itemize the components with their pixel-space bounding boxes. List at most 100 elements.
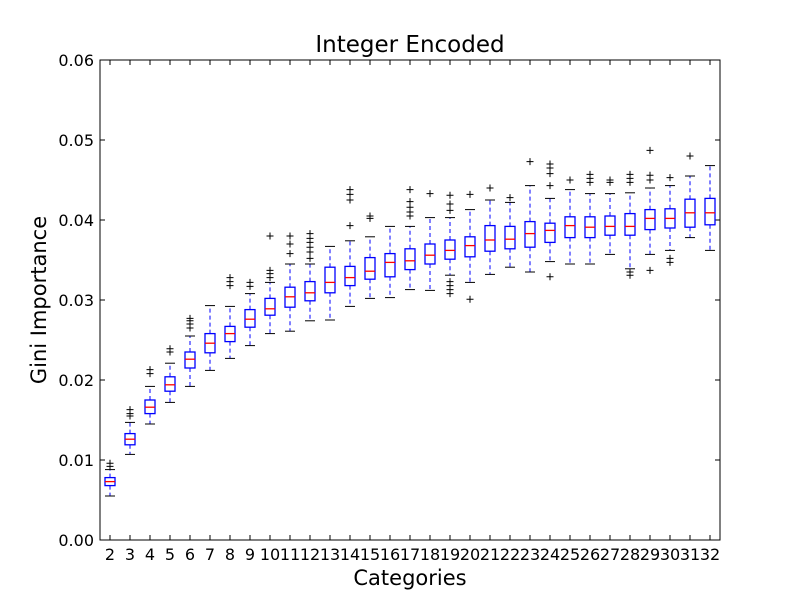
x-tick-label: 22 bbox=[500, 545, 520, 564]
outlier-point bbox=[606, 176, 614, 184]
outlier-point bbox=[686, 152, 694, 160]
box-13 bbox=[324, 245, 336, 321]
iqr-box bbox=[264, 297, 276, 316]
outlier-point bbox=[246, 278, 254, 286]
x-tick-label: 18 bbox=[420, 545, 440, 564]
outlier-point bbox=[446, 200, 454, 208]
outlier-point bbox=[426, 190, 434, 198]
outlier-point bbox=[266, 232, 274, 240]
box-30 bbox=[664, 174, 676, 266]
x-axis: 2 3 4 5 6 7 8 9 10 11 12 13 14 15 16 17 18 19 20 21 22 23 24 25… bbox=[105, 60, 720, 564]
x-tick-label: 20 bbox=[460, 545, 480, 564]
iqr-box bbox=[524, 220, 536, 248]
outlier-point bbox=[646, 171, 654, 179]
x-tick-label: 10 bbox=[260, 545, 280, 564]
x-tick-label: 32 bbox=[700, 545, 720, 564]
box-5 bbox=[164, 345, 176, 403]
box-17 bbox=[404, 186, 416, 291]
box-19 bbox=[444, 191, 456, 298]
outlier-point bbox=[466, 295, 474, 303]
y-axis-title: Gini Importance bbox=[27, 216, 51, 384]
outlier-point bbox=[266, 266, 274, 274]
iqr-box bbox=[324, 266, 336, 294]
outlier-point bbox=[586, 170, 594, 178]
outlier-point bbox=[126, 406, 134, 414]
y-tick-label: 0.00 bbox=[58, 531, 94, 550]
y-tick-label: 0.02 bbox=[58, 371, 94, 390]
x-tick-label: 12 bbox=[300, 545, 320, 564]
box-21 bbox=[484, 184, 496, 275]
outlier-point bbox=[526, 158, 534, 166]
box-10 bbox=[264, 232, 276, 335]
outlier-point bbox=[566, 176, 574, 184]
outlier-point bbox=[286, 250, 294, 258]
x-tick-label: 23 bbox=[520, 545, 540, 564]
x-tick-label: 7 bbox=[205, 545, 215, 564]
outlier-point bbox=[306, 254, 314, 262]
iqr-box bbox=[364, 256, 376, 280]
iqr-box bbox=[304, 280, 316, 302]
outlier-point bbox=[666, 254, 674, 262]
iqr-box bbox=[564, 216, 576, 239]
iqr-box bbox=[184, 351, 196, 369]
outlier-point bbox=[646, 266, 654, 274]
chart-title: Integer Encoded bbox=[315, 32, 504, 58]
outlier-point bbox=[406, 186, 414, 194]
outlier-point bbox=[506, 194, 514, 202]
box-27 bbox=[604, 176, 616, 255]
x-tick-label: 27 bbox=[600, 545, 620, 564]
box-2 bbox=[104, 459, 116, 497]
box-32 bbox=[704, 165, 716, 251]
y-tick-label: 0.05 bbox=[58, 131, 94, 150]
box-11 bbox=[284, 232, 296, 332]
y-tick-label: 0.06 bbox=[58, 51, 94, 70]
box-4 bbox=[144, 366, 156, 425]
x-tick-label: 17 bbox=[400, 545, 420, 564]
box-22 bbox=[504, 194, 516, 268]
outlier-point bbox=[546, 160, 554, 168]
x-tick-label: 26 bbox=[580, 545, 600, 564]
iqr-box bbox=[164, 376, 176, 392]
outlier-point bbox=[666, 174, 674, 182]
outlier-point bbox=[466, 190, 474, 198]
iqr-box bbox=[384, 252, 396, 278]
iqr-box bbox=[424, 243, 436, 265]
outlier-point bbox=[186, 314, 194, 322]
box-14 bbox=[344, 186, 356, 307]
outlier-point bbox=[286, 240, 294, 248]
outlier-point bbox=[366, 212, 374, 220]
iqr-box bbox=[624, 212, 636, 236]
x-tick-label: 29 bbox=[640, 545, 660, 564]
box-28 bbox=[624, 170, 636, 279]
x-tick-label: 21 bbox=[480, 545, 500, 564]
y-tick-label: 0.04 bbox=[58, 211, 94, 230]
y-axis: 0.00 0.01 0.02 0.03 0.04 0.05 0.06 bbox=[58, 51, 720, 550]
x-tick-label: 25 bbox=[560, 545, 580, 564]
outlier-point bbox=[626, 170, 634, 178]
outlier-point bbox=[286, 232, 294, 240]
outlier-point bbox=[306, 230, 314, 238]
x-tick-label: 6 bbox=[185, 545, 195, 564]
outlier-point bbox=[446, 278, 454, 286]
iqr-box bbox=[244, 308, 256, 328]
box-29 bbox=[644, 146, 656, 274]
outlier-point bbox=[346, 186, 354, 194]
y-tick-label: 0.01 bbox=[58, 451, 94, 470]
boxes-group bbox=[104, 146, 716, 497]
outlier-point bbox=[546, 273, 554, 281]
iqr-box bbox=[604, 215, 616, 236]
y-tick-label: 0.03 bbox=[58, 291, 94, 310]
box-15 bbox=[364, 212, 376, 299]
iqr-box bbox=[484, 224, 496, 252]
box-12 bbox=[304, 230, 316, 322]
x-tick-label: 13 bbox=[320, 545, 340, 564]
iqr-box bbox=[344, 265, 356, 287]
x-tick-label: 31 bbox=[680, 545, 700, 564]
box-26 bbox=[584, 170, 596, 265]
box-9 bbox=[244, 278, 256, 347]
outlier-point bbox=[546, 182, 554, 190]
x-tick-label: 3 bbox=[125, 545, 135, 564]
box-6 bbox=[184, 314, 196, 387]
outlier-point bbox=[446, 206, 454, 214]
